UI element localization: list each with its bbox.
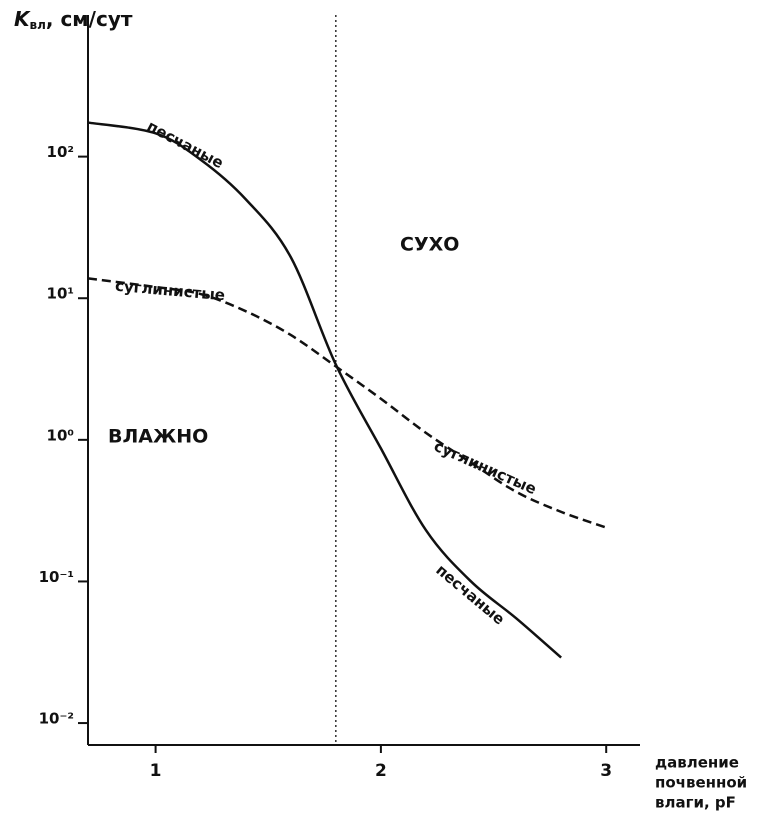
- x-tick-label: 1: [150, 761, 162, 781]
- x-tick-label: 3: [600, 761, 612, 781]
- x-axis-label: почвенной: [655, 774, 747, 792]
- y-tick-label: 10⁻²: [39, 710, 74, 728]
- x-axis-label: влаги, pF: [655, 794, 736, 812]
- y-tick-label: 10⁻¹: [39, 568, 74, 586]
- curve-label: песчаные: [432, 561, 508, 629]
- y-axis-label-main: K: [14, 7, 31, 31]
- y-tick-label: 10²: [47, 143, 74, 161]
- curve-label: суглинистые: [431, 437, 539, 498]
- x-tick-label: 2: [375, 761, 387, 781]
- region-label: СУХО: [400, 234, 459, 256]
- curve-label: песчаные: [144, 117, 227, 172]
- series-line: [87, 121, 562, 659]
- curve-label: суглинистые: [114, 277, 225, 305]
- y-tick-label: 10¹: [47, 285, 74, 303]
- y-axis-label: Kвл, см/сут: [14, 7, 133, 32]
- region-label: ВЛАЖНО: [108, 426, 208, 448]
- series-line: [87, 277, 607, 529]
- y-axis-label-rest: , см/сут: [46, 7, 133, 31]
- y-tick-label: 10⁰: [47, 426, 74, 444]
- y-axis-label-sub: вл: [30, 18, 46, 32]
- x-axis-label: давление: [655, 754, 739, 772]
